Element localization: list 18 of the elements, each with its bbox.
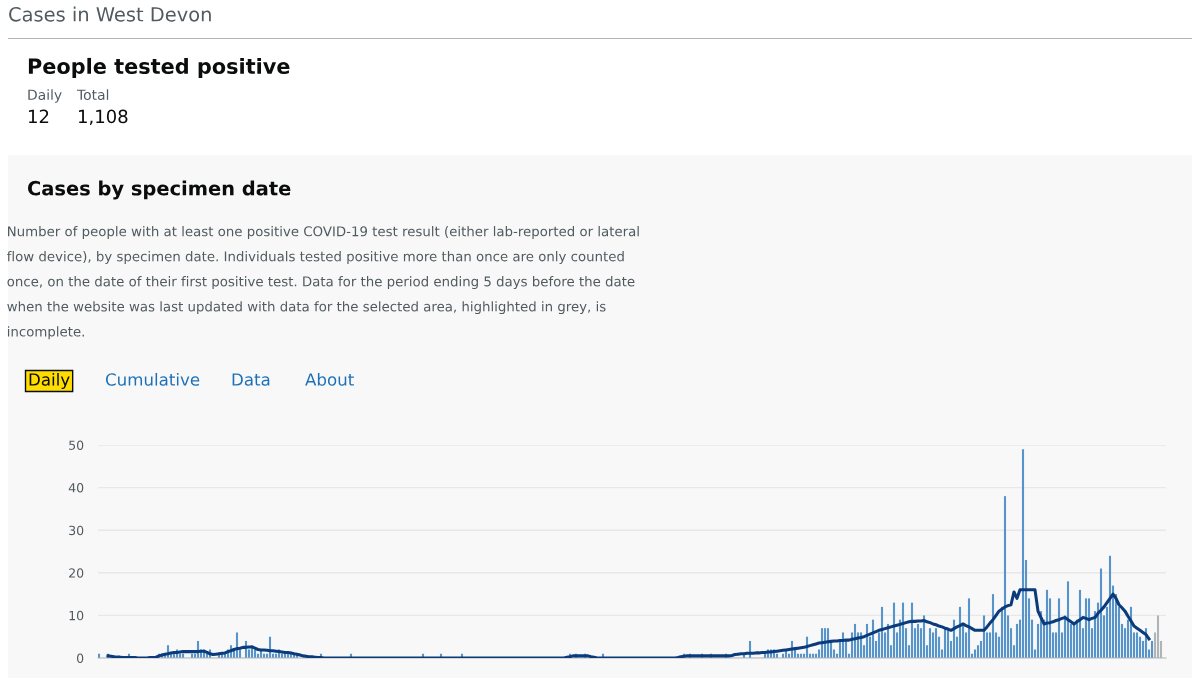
text: 1,108 <box>78 109 128 126</box>
chart-subtitle: Number of people with at least one positive COVID-19 test result (either lab-reported or lateral flow device), by specimen date. Individuals tested positive more than once are only counted once, on the date of their first positive test. Data for the period ending 5 days before the date when the website was last updated with data for the selected area, highlighted in grey, is incomplete. <box>7 226 639 340</box>
text: People tested positive <box>28 57 290 79</box>
text: Daily <box>28 89 62 103</box>
text: About <box>305 372 354 386</box>
text: Cumulative <box>105 372 200 386</box>
y-tick-label: 40 <box>68 483 84 493</box>
y-tick-label: 10 <box>69 610 84 621</box>
text: Daily <box>29 372 70 390</box>
chart-title: Cases by specimen date <box>27 180 291 200</box>
y-tick-label: 50 <box>69 440 84 450</box>
y-tick-label: 20 <box>69 568 84 578</box>
text: Cases in West Devon <box>9 6 211 22</box>
text: Total <box>76 89 109 101</box>
y-tick-label: 30 <box>69 525 84 536</box>
text: 12 <box>28 109 49 123</box>
text: Data <box>232 373 270 386</box>
y-tick-label: 0 <box>76 653 84 663</box>
